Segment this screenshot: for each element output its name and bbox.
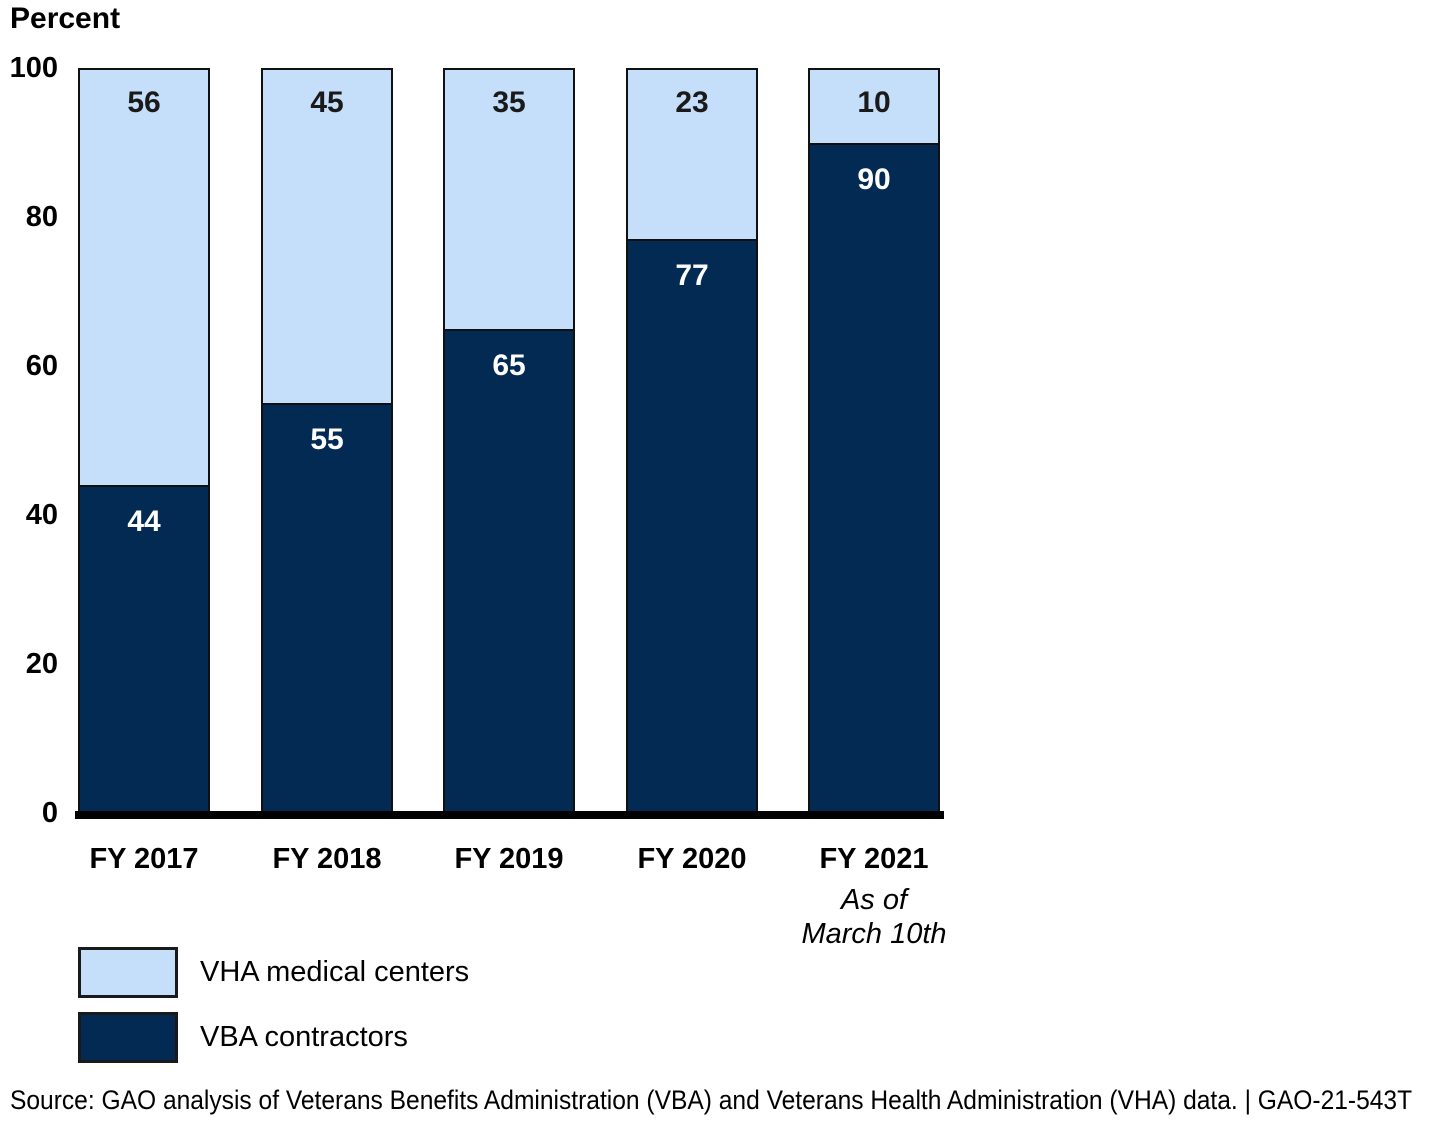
bar-value-label-vba: 55 [310,423,344,457]
bar-segment-vha [261,68,393,406]
legend-item: VBA contractors [78,1012,538,1063]
bar-value-label-vha: 45 [310,86,344,119]
source-note: Source: GAO analysis of Veterans Benefit… [10,1085,1413,1115]
x-axis-label: FY 2020 [637,843,747,875]
y-tick-label: 20 [25,648,58,680]
legend-label: VBA contractors [200,1021,408,1053]
bar-segment-vha [626,68,758,242]
bar-segment-vba [808,142,940,813]
legend-label: VHA medical centers [200,956,470,988]
y-axis-title: Percent [10,2,121,35]
y-tick-label: 100 [9,52,58,84]
bar-value-label-vba: 44 [127,505,161,539]
bar-value-label-vba: 90 [857,162,891,196]
y-tick-label: 40 [25,499,58,531]
legend-swatch [78,1012,178,1063]
x-axis-label: FY 2017 [89,843,199,875]
bar-segment-vha [78,68,210,488]
bar-segment-vba [261,403,393,813]
bar-segment-vba [626,239,758,813]
bar-value-label-vba: 65 [492,348,526,382]
legend-item: VHA medical centers [78,947,538,998]
x-axis-label: FY 2021 [819,843,929,875]
bar-value-label-vha: 23 [675,86,709,119]
bar-value-label-vha: 10 [857,86,891,119]
bar-segment-vba [78,485,210,813]
y-tick-label: 0 [41,797,58,829]
x-axis-label: FY 2019 [454,843,564,875]
x-axis-line [75,811,944,819]
bar-value-label-vba: 77 [675,259,709,293]
bar-segment-vha [443,68,575,331]
bar-value-label-vha: 56 [127,86,161,119]
x-axis-note: As of March 10th [801,884,947,950]
y-tick-label: 80 [25,201,58,233]
bar-value-label-vha: 35 [492,86,526,119]
bar-segment-vba [443,328,575,813]
x-axis-label: FY 2018 [272,843,382,875]
legend-swatch [78,947,178,998]
y-tick-label: 60 [25,350,58,382]
